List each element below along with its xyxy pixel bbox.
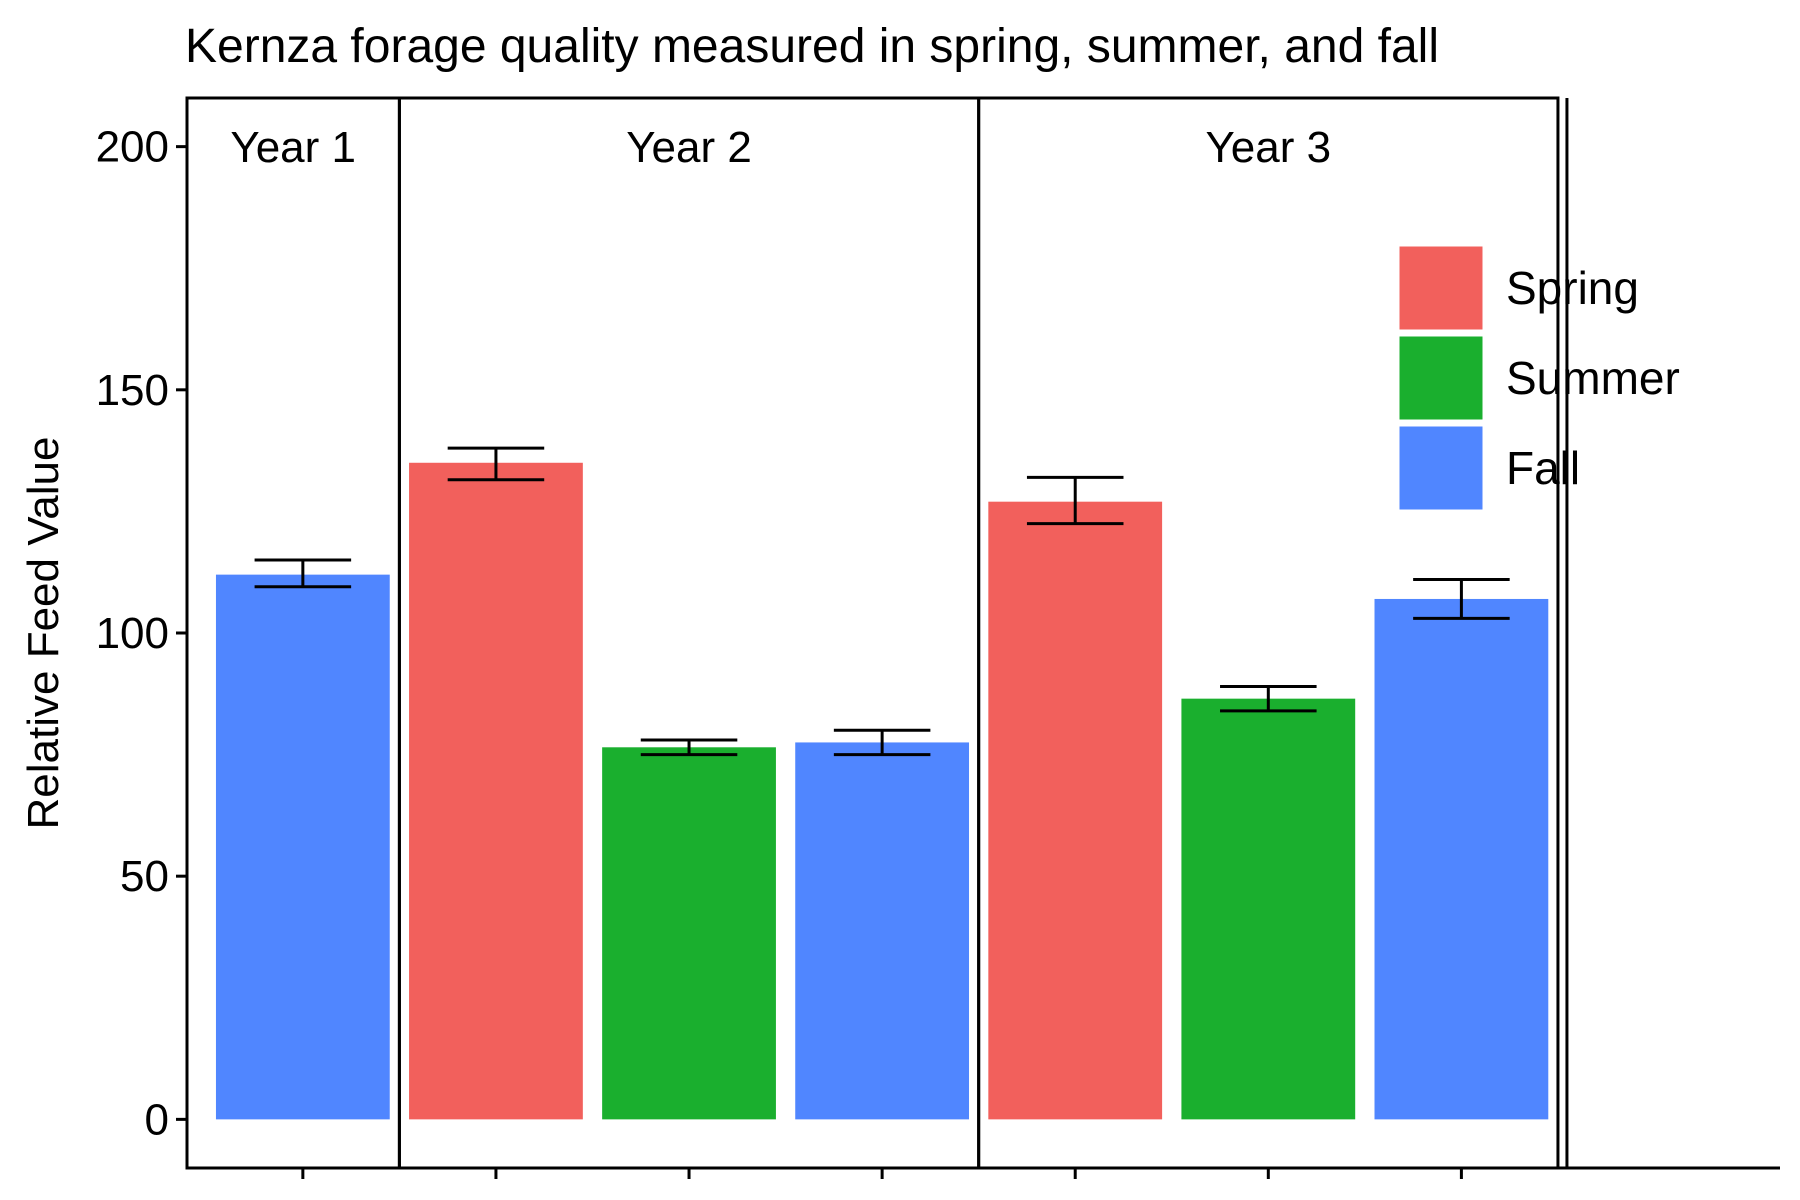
y-axis-label: Relative Feed Value — [19, 437, 68, 830]
y-tick-label: 0 — [145, 1095, 169, 1144]
legend: Spring Summer Fall — [1396, 243, 1680, 513]
bar-summer — [602, 747, 776, 1120]
y-tick-label: 150 — [96, 366, 169, 415]
bar-fall — [1374, 598, 1549, 1120]
bars — [215, 462, 1549, 1120]
bar-summer — [1181, 698, 1356, 1120]
y-tick-label: 100 — [96, 609, 169, 658]
y-axis-ticks: 0 50 100 150 200 — [96, 123, 187, 1144]
legend-label: Spring — [1506, 262, 1639, 314]
panel-label: Year 1 — [230, 123, 356, 172]
panel-label: Year 2 — [626, 123, 752, 172]
panel-label: Year 3 — [1206, 123, 1332, 172]
chart-title: Kernza forage quality measured in spring… — [185, 20, 1439, 73]
legend-key-fall — [1396, 423, 1486, 513]
bar-spring — [409, 462, 583, 1120]
y-tick-label: 50 — [120, 852, 169, 901]
bar-fall — [215, 574, 390, 1120]
panel-border — [977, 96, 1560, 1170]
bar-spring — [988, 501, 1163, 1120]
legend-key-summer — [1396, 333, 1486, 423]
legend-key-spring — [1396, 243, 1486, 333]
error-bars — [254, 446, 1510, 757]
y-tick-label: 200 — [96, 123, 169, 172]
legend-label: Fall — [1506, 442, 1580, 494]
bar-fall — [795, 742, 970, 1120]
legend-label: Summer — [1506, 352, 1680, 404]
panels: Year 1 Year 2 Year 3 — [185, 96, 1569, 1170]
